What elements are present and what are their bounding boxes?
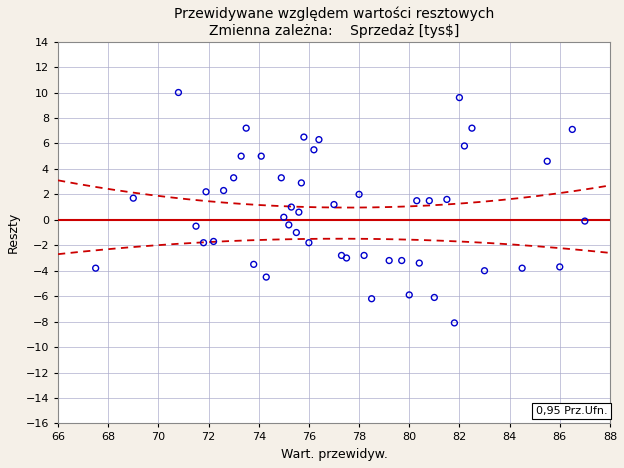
- Point: [555, 263, 565, 271]
- Point: [304, 239, 314, 247]
- Point: [404, 291, 414, 299]
- Point: [279, 213, 289, 221]
- Point: [314, 136, 324, 143]
- Point: [309, 146, 319, 154]
- Y-axis label: Reszty: Reszty: [7, 212, 20, 253]
- Point: [449, 319, 459, 327]
- Point: [236, 153, 246, 160]
- Point: [412, 197, 422, 205]
- Point: [241, 124, 251, 132]
- Point: [429, 294, 439, 301]
- Point: [191, 222, 201, 230]
- Point: [286, 203, 296, 211]
- Point: [367, 295, 377, 302]
- Point: [296, 179, 306, 187]
- Point: [359, 252, 369, 259]
- X-axis label: Wart. przewidyw.: Wart. przewidyw.: [281, 448, 388, 461]
- Point: [291, 229, 301, 236]
- Point: [424, 197, 434, 205]
- Text: 0,95 Prz.Ufn.: 0,95 Prz.Ufn.: [535, 406, 607, 416]
- Point: [341, 254, 351, 262]
- Point: [90, 264, 100, 272]
- Point: [228, 174, 238, 182]
- Point: [249, 261, 259, 268]
- Point: [442, 196, 452, 203]
- Point: [329, 201, 339, 208]
- Point: [384, 257, 394, 264]
- Point: [414, 259, 424, 267]
- Point: [479, 267, 489, 274]
- Point: [567, 126, 577, 133]
- Point: [294, 208, 304, 216]
- Point: [208, 238, 218, 245]
- Point: [173, 89, 183, 96]
- Point: [201, 188, 211, 196]
- Point: [218, 187, 228, 194]
- Point: [397, 257, 407, 264]
- Point: [129, 194, 139, 202]
- Point: [336, 252, 346, 259]
- Point: [261, 273, 271, 281]
- Point: [454, 94, 464, 102]
- Point: [459, 142, 469, 150]
- Point: [354, 190, 364, 198]
- Point: [467, 124, 477, 132]
- Point: [276, 174, 286, 182]
- Point: [580, 217, 590, 225]
- Point: [299, 133, 309, 141]
- Title: Przewidywane względem wartości resztowych
Zmienna zależna:    Sprzedaż [tys$]: Przewidywane względem wartości resztowyc…: [174, 7, 494, 37]
- Point: [198, 239, 208, 247]
- Point: [542, 158, 552, 165]
- Point: [256, 153, 266, 160]
- Point: [517, 264, 527, 272]
- Point: [284, 221, 294, 229]
